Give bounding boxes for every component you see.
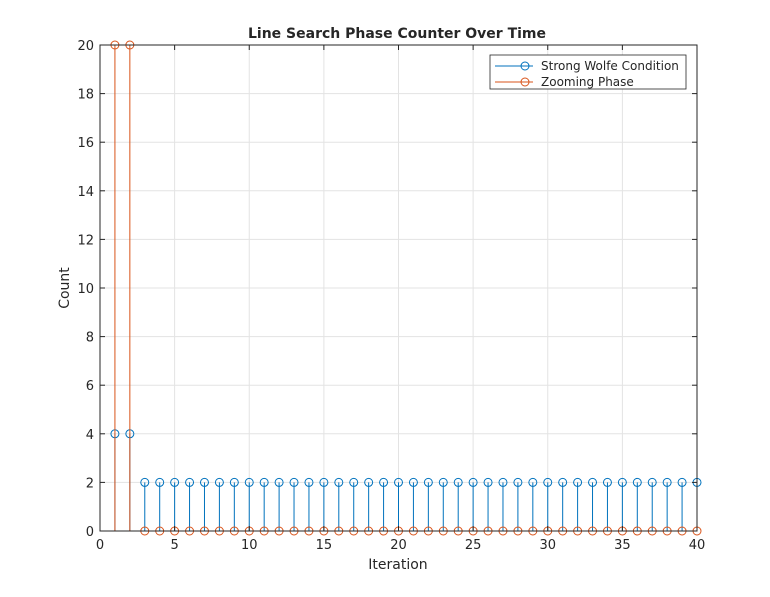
stem-marker [632, 477, 642, 487]
stem-marker [498, 477, 508, 487]
stem-marker [304, 477, 314, 487]
stem-marker [364, 477, 374, 487]
stem-marker [617, 477, 627, 487]
stem-marker [513, 477, 523, 487]
stem-marker [185, 477, 195, 487]
stem-marker [573, 477, 583, 487]
stem-marker [438, 477, 448, 487]
x-tick-label: 0 [96, 538, 104, 553]
stem-marker [394, 477, 403, 487]
y-tick-label: 4 [86, 428, 94, 443]
x-axis-label: Iteration [368, 557, 427, 573]
y-tick-label: 0 [86, 525, 94, 540]
stem-marker [408, 477, 418, 487]
legend-marker [520, 61, 530, 71]
x-tick-label: 25 [465, 538, 482, 553]
stem-marker [647, 477, 657, 487]
stem-marker [379, 477, 389, 487]
y-tick-label: 18 [77, 88, 94, 103]
y-tick-label: 10 [77, 282, 94, 297]
stem-marker [543, 477, 553, 487]
x-tick-label: 10 [241, 538, 258, 553]
legend: Strong Wolfe Condition Zooming Phase [489, 54, 687, 90]
x-tick-label: 30 [539, 538, 556, 553]
legend-label: Zooming Phase [541, 75, 634, 89]
y-tick-label: 20 [77, 39, 94, 54]
stem-marker [602, 477, 612, 487]
y-tick-label: 8 [86, 331, 94, 346]
legend-marker [520, 77, 530, 87]
x-tick-label: 15 [316, 538, 333, 553]
stem-marker [677, 477, 687, 487]
stem-marker [289, 477, 299, 487]
y-tick-label: 14 [77, 185, 94, 200]
stem-marker [214, 477, 224, 487]
series-1 [110, 429, 702, 531]
legend-label: Strong Wolfe Condition [541, 59, 679, 73]
axis-ticks: 0 5 10 15 20 25 30 35 40 0 2 4 6 8 10 12 14 16 18 20 [77, 39, 705, 553]
stem-marker [453, 477, 463, 487]
stem-marker [558, 477, 568, 487]
x-tick-label: 35 [614, 538, 631, 553]
stem-marker [229, 477, 239, 487]
y-tick-label: 6 [86, 379, 94, 394]
y-tick-label: 2 [86, 476, 94, 491]
legend-box [489, 54, 687, 90]
stem-marker [349, 477, 359, 487]
y-axis-label: Count [57, 267, 73, 309]
chart-title: Line Search Phase Counter Over Time [248, 26, 546, 42]
stem-marker [259, 477, 269, 487]
stem-marker [483, 477, 493, 487]
stem-marker [140, 477, 150, 487]
stem-marker [662, 477, 672, 487]
stem-marker [588, 477, 598, 487]
stem-marker [244, 477, 254, 487]
stem-marker [170, 477, 180, 487]
stem-marker [274, 477, 284, 487]
x-tick-label: 5 [170, 538, 178, 553]
grid-lines [99, 44, 698, 532]
x-tick-label: 40 [689, 538, 706, 553]
x-tick-label: 20 [390, 538, 407, 553]
y-tick-label: 16 [77, 136, 94, 151]
y-tick-label: 12 [77, 233, 94, 248]
stem-marker [319, 477, 329, 487]
stem-marker [199, 477, 209, 487]
stem-marker [528, 477, 538, 487]
stem-marker [334, 477, 344, 487]
stem-marker [468, 477, 478, 487]
stem-marker [155, 477, 165, 487]
stem-marker [423, 477, 433, 487]
